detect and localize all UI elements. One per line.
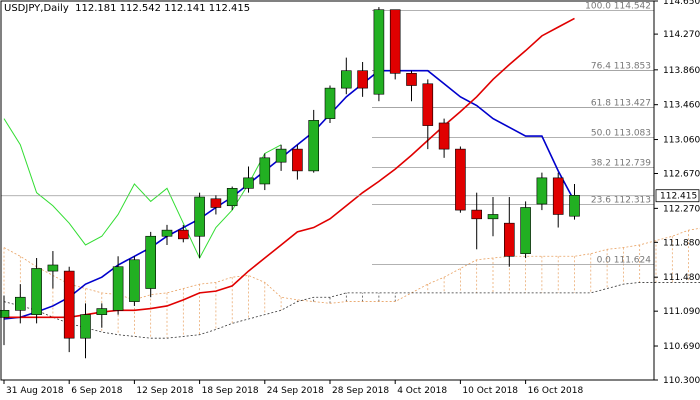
plot-frame	[0, 0, 655, 381]
bullish-candle	[194, 196, 205, 237]
y-tick-label: 113.460	[663, 101, 700, 111]
bullish-candle	[80, 314, 91, 339]
bearish-candle	[210, 198, 222, 208]
bullish-candle	[373, 9, 385, 95]
bullish-candle	[243, 177, 254, 189]
x-tick-label: 18 Sep 2018	[202, 386, 259, 396]
indicator-lines	[1, 17, 654, 320]
bullish-candle	[569, 194, 580, 217]
y-tick-label: 110.300	[663, 376, 700, 386]
x-tick-label: 16 Oct 2018	[528, 386, 584, 396]
fib-level-label: 50.0 113.083	[591, 129, 651, 139]
bullish-candle	[15, 296, 26, 311]
fib-level-label: 0.0 111.624	[597, 256, 652, 266]
bullish-candle	[112, 266, 124, 311]
y-tick-label: 114.650	[663, 0, 700, 7]
x-tick-label: 4 Oct 2018	[397, 386, 447, 396]
bullish-candle	[536, 177, 548, 205]
x-tick-label: 31 Aug 2018	[6, 386, 64, 396]
fib-level-label: 76.4 113.853	[591, 61, 651, 71]
bearish-candle	[292, 148, 303, 172]
bearish-candle	[438, 122, 450, 150]
fib-level-label: 38.2 112.739	[591, 158, 651, 168]
y-tick-label: 111.480	[663, 273, 700, 283]
bearish-candle	[406, 73, 417, 86]
candles	[0, 7, 580, 359]
bullish-candle	[487, 214, 499, 220]
bearish-candle	[455, 148, 466, 211]
bearish-candle	[389, 9, 401, 74]
ichimoku-cloud	[3, 227, 700, 339]
bullish-candle	[161, 229, 173, 237]
bullish-candle	[0, 309, 10, 318]
low-price: 112.141	[164, 3, 206, 14]
current-price-label: 112.415	[660, 192, 697, 202]
high-price: 112.542	[119, 3, 162, 14]
current-price-tag	[655, 189, 700, 203]
y-tick-label: 110.690	[663, 342, 700, 352]
bullish-candle	[308, 120, 320, 172]
open-price: 112.181	[75, 3, 117, 14]
y-tick-label: 111.880	[663, 238, 700, 248]
x-tick-label: 24 Sep 2018	[267, 386, 324, 396]
y-tick-label: 112.270	[663, 204, 700, 214]
fib-level-label: 100.0 114.542	[585, 1, 651, 11]
y-tick-label: 114.270	[663, 30, 700, 40]
timeframe-label: Daily	[43, 3, 69, 14]
x-tick-label: 10 Oct 2018	[462, 386, 518, 396]
bearish-candle	[503, 222, 515, 257]
senkou-span-a-line	[3, 227, 700, 304]
symbol-label: USDJPY	[4, 3, 41, 14]
fibonacci-levels: 100.0 114.542 76.4 113.853 61.8 113.427 50.…	[372, 1, 654, 266]
bullish-candle	[340, 70, 352, 89]
bullish-candle	[145, 235, 156, 289]
y-tick-label: 112.670	[663, 170, 700, 180]
close-price: 112.415	[208, 3, 251, 14]
bullish-candle	[259, 157, 271, 185]
bullish-candle	[129, 259, 140, 302]
bearish-candle	[422, 83, 434, 126]
bullish-candle	[47, 264, 59, 272]
x-tick-label: 12 Sep 2018	[136, 386, 193, 396]
y-tick-label: 113.060	[663, 136, 700, 146]
bearish-candle	[63, 270, 75, 339]
bullish-candle	[520, 207, 531, 254]
bullish-candle	[275, 148, 287, 163]
bearish-candle	[178, 229, 189, 240]
fib-level-label: 23.6 112.313	[591, 196, 651, 206]
bearish-candle	[471, 209, 483, 220]
chikou-span-line	[3, 118, 282, 260]
bullish-candle	[31, 268, 42, 315]
fib-level-label: 61.8 113.427	[591, 99, 651, 109]
bullish-candle	[96, 308, 108, 315]
x-tick-label: 28 Sep 2018	[332, 386, 389, 396]
senkou-span-b-line	[3, 282, 700, 339]
y-tick-label: 113.860	[663, 66, 700, 76]
bullish-candle	[324, 87, 336, 119]
bullish-candle	[226, 188, 238, 207]
y-tick-label: 111.090	[663, 307, 700, 317]
chart-title: USDJPY,Daily 112.181 112.542 112.141 112…	[4, 3, 251, 14]
kijun-sen-line	[3, 69, 576, 320]
x-tick-label: 6 Sep 2018	[71, 386, 123, 396]
bearish-candle	[552, 177, 564, 215]
bearish-candle	[357, 70, 368, 89]
